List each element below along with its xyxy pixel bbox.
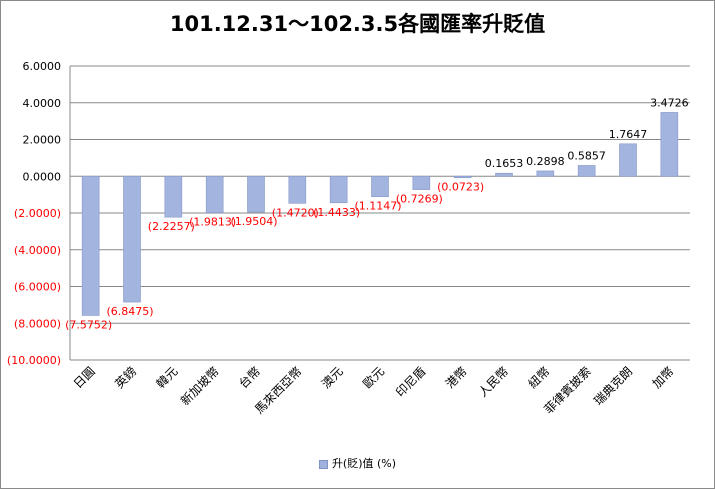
bar	[660, 112, 679, 177]
bar	[247, 175, 265, 213]
bar	[495, 172, 513, 177]
x-tick-label: 加幣	[650, 364, 677, 391]
bar	[371, 175, 389, 198]
data-label: (1.4433)	[313, 206, 360, 219]
bar	[205, 175, 224, 213]
bar	[123, 175, 141, 303]
data-label: (7.5752)	[65, 318, 112, 331]
bar	[329, 175, 348, 204]
x-tick-label: 新加坡幣	[177, 364, 222, 409]
data-label: (0.0723)	[437, 181, 484, 194]
y-tick-label: (2.0000)	[14, 207, 61, 220]
x-tick-label: 台幣	[236, 364, 264, 392]
x-tick-label: 韓元	[154, 364, 181, 391]
y-tick-label: (8.0000)	[14, 317, 61, 330]
data-label: 3.4726	[650, 96, 689, 109]
data-label: (6.8475)	[106, 305, 153, 318]
bar	[288, 175, 307, 204]
bar	[412, 175, 431, 190]
bar	[164, 175, 183, 218]
y-tick-label: (6.0000)	[14, 281, 61, 294]
legend: 升(貶)值 (%)	[0, 455, 715, 471]
y-tick-label: 4.0000	[23, 97, 62, 110]
data-label: 0.2898	[526, 155, 565, 168]
data-label: (2.2257)	[148, 220, 195, 233]
y-tick-label: 2.0000	[23, 134, 62, 147]
data-label: 1.7647	[609, 128, 648, 141]
bar	[577, 165, 596, 177]
y-tick-label: (4.0000)	[14, 244, 61, 257]
bar	[536, 170, 555, 177]
bar	[453, 175, 472, 179]
x-tick-label: 日圓	[71, 364, 98, 391]
y-tick-label: 6.0000	[23, 60, 62, 73]
x-tick-label: 瑞典克朗	[591, 364, 635, 408]
data-label: 0.5857	[567, 149, 606, 162]
x-tick-label: 澳元	[319, 364, 346, 391]
bar	[81, 175, 100, 316]
data-label: (0.7269)	[396, 193, 443, 206]
x-tick-label: 英鎊	[112, 364, 140, 392]
data-label: (1.1147)	[354, 200, 401, 213]
data-label: (1.9504)	[230, 215, 277, 228]
legend-label: 升(貶)值 (%)	[331, 457, 397, 470]
bar	[619, 143, 637, 177]
x-tick-label: 港幣	[443, 364, 470, 391]
data-label: (1.9813)	[189, 216, 236, 229]
data-label: 0.1653	[485, 157, 524, 170]
legend-swatch	[318, 459, 328, 469]
chart-title: 101.12.31～102.3.5各國匯率升貶值	[169, 12, 546, 36]
x-tick-label: 印尼盾	[393, 364, 428, 399]
data-label: (1.4720)	[272, 206, 319, 219]
y-tick-label: 0.0000	[23, 170, 62, 183]
x-tick-label: 歐元	[360, 364, 388, 392]
y-tick-label: (10.0000)	[7, 354, 61, 367]
x-tick-label: 紐幣	[526, 364, 553, 391]
x-tick-label: 人民幣	[476, 364, 511, 399]
